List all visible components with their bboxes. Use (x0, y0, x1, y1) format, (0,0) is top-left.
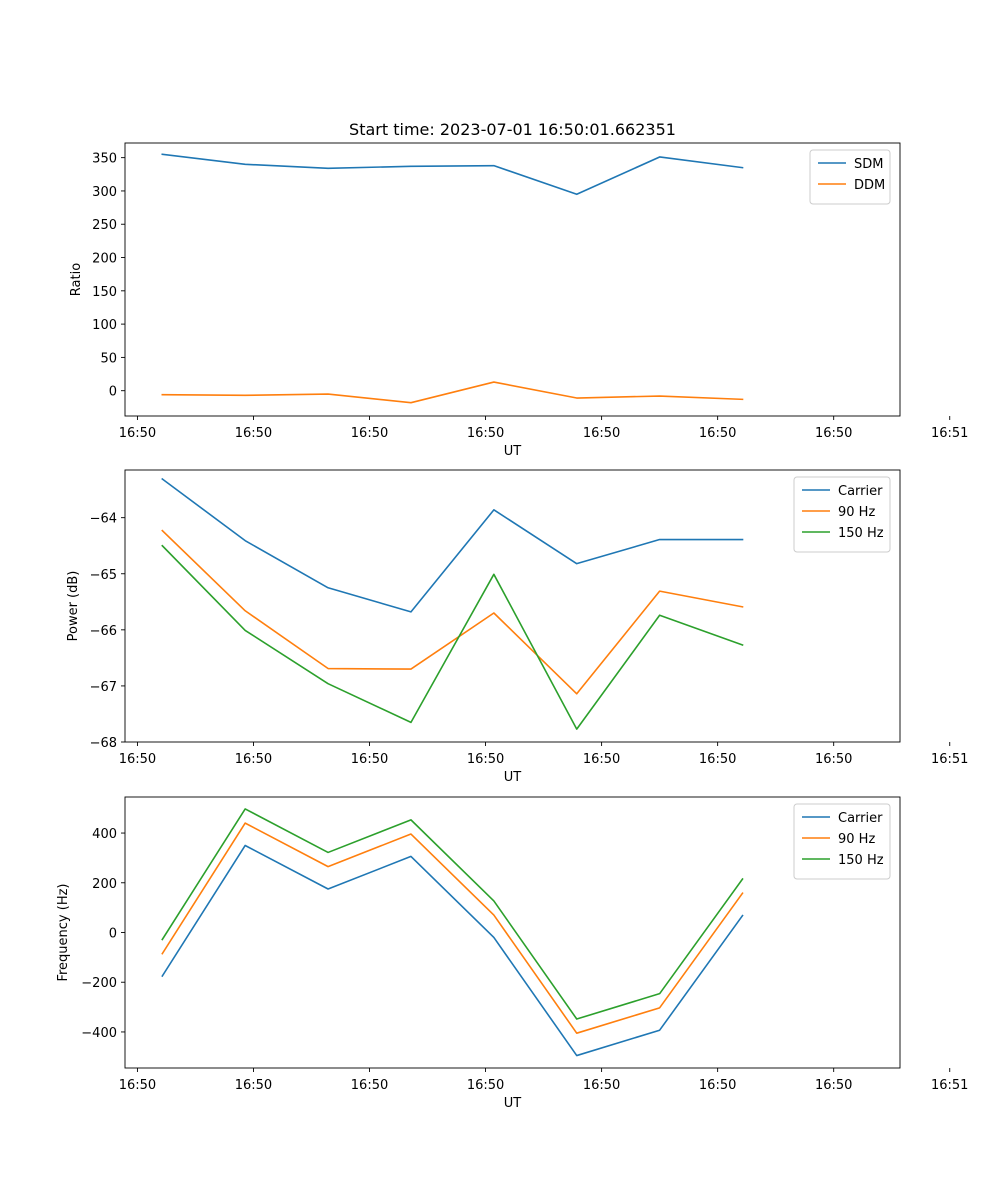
x-tick-label-2-5: 16:50 (583, 752, 620, 767)
x-tick-label-3-1: 16:50 (119, 1078, 156, 1093)
legend-box-2 (793, 476, 891, 553)
x-tick-label-3-5: 16:50 (583, 1078, 620, 1093)
y-tick-label-1-2: 50 (100, 351, 117, 366)
y-tick-label-1-5: 200 (92, 252, 117, 267)
series-line-2-3 (161, 544, 744, 730)
x-tick-label-2-3: 16:50 (351, 752, 388, 767)
axes-frame-2 (124, 469, 901, 743)
x-axis-label-2: UT (504, 770, 522, 785)
series-line-3-1 (161, 844, 744, 1057)
y-tick-label-2-2: −67 (90, 680, 117, 695)
y-tick-label-1-4: 150 (92, 285, 117, 300)
y-axis-label-3: Frequency (Hz) (56, 883, 71, 981)
series-line-3-3 (161, 808, 744, 1020)
legend-label-2-3: 150 Hz (838, 526, 884, 541)
y-tick-label-2-3: −66 (90, 624, 117, 639)
x-tick-label-1-6: 16:50 (699, 426, 736, 441)
x-tick-label-3-4: 16:50 (467, 1078, 504, 1093)
y-axis-label-1: Ratio (69, 263, 84, 296)
y-tick-label-1-7: 300 (92, 185, 117, 200)
legend-1: SDM DDM (809, 149, 891, 205)
axes-frame-1 (124, 142, 901, 417)
subplot-3: 16:50 16:50 16:50 16:50 16:50 16:50 16:50 16:51… (56, 796, 968, 1111)
y-tick-label-2-4: −65 (90, 568, 117, 583)
series-line-1-2 (161, 381, 744, 404)
x-tick-label-2-2: 16:50 (235, 752, 272, 767)
x-tick-label-2-8: 16:51 (931, 752, 968, 767)
x-tick-label-1-2: 16:50 (235, 426, 272, 441)
y-axis-label-2: Power (dB) (66, 571, 81, 642)
y-tick-label-1-3: 100 (92, 318, 117, 333)
chart-title: Start time: 2023-07-01 16:50:01.662351 (349, 120, 676, 139)
y-tick-label-2-5: −64 (90, 512, 117, 527)
legend-label-1-1: SDM (854, 157, 883, 172)
axes-frame-3 (124, 796, 901, 1069)
y-tick-label-2-1: −68 (90, 736, 117, 751)
x-tick-label-1-7: 16:50 (815, 426, 852, 441)
legend-2: Carrier 90 Hz 150 Hz (793, 476, 891, 553)
x-tick-label-2-4: 16:50 (467, 752, 504, 767)
x-tick-label-2-1: 16:50 (119, 752, 156, 767)
x-tick-label-3-3: 16:50 (351, 1078, 388, 1093)
series-line-2-1 (161, 477, 744, 613)
legend-label-2-2: 90 Hz (838, 505, 875, 520)
x-tick-label-3-2: 16:50 (235, 1078, 272, 1093)
series-line-1-1 (161, 153, 744, 196)
legend-3: Carrier 90 Hz 150 Hz (793, 803, 891, 880)
x-axis-label-3: UT (504, 1096, 522, 1111)
legend-label-3-3: 150 Hz (838, 853, 884, 868)
y-tick-label-3-2: −200 (81, 976, 117, 991)
y-tick-label-3-4: 200 (92, 877, 117, 892)
legend-label-3-1: Carrier (838, 811, 883, 826)
x-tick-label-1-4: 16:50 (467, 426, 504, 441)
subplot-1: 16:50 16:50 16:50 16:50 16:50 16:50 16:50 16:51… (69, 120, 968, 459)
legend-label-1-2: DDM (854, 178, 885, 193)
x-tick-label-2-7: 16:50 (815, 752, 852, 767)
x-tick-label-3-8: 16:51 (931, 1078, 968, 1093)
x-tick-label-1-8: 16:51 (931, 426, 968, 441)
y-tick-label-1-1: 0 (109, 385, 117, 400)
x-tick-label-1-3: 16:50 (351, 426, 388, 441)
y-tick-label-3-3: 0 (109, 927, 117, 942)
x-tick-label-1-1: 16:50 (119, 426, 156, 441)
legend-label-3-2: 90 Hz (838, 832, 875, 847)
x-tick-label-3-7: 16:50 (815, 1078, 852, 1093)
y-tick-label-3-5: 400 (92, 827, 117, 842)
x-tick-label-3-6: 16:50 (699, 1078, 736, 1093)
x-tick-label-1-5: 16:50 (583, 426, 620, 441)
y-tick-label-1-8: 350 (92, 152, 117, 167)
series-line-3-2 (161, 822, 744, 1034)
x-tick-label-2-6: 16:50 (699, 752, 736, 767)
series-line-2-2 (161, 529, 744, 695)
y-tick-label-1-6: 250 (92, 218, 117, 233)
legend-label-2-1: Carrier (838, 484, 883, 499)
y-tick-label-3-1: −400 (81, 1026, 117, 1041)
legend-box-3 (793, 803, 891, 880)
subplot-2: 16:50 16:50 16:50 16:50 16:50 16:50 16:50 16:51… (66, 469, 968, 785)
x-axis-label-1: UT (504, 444, 522, 459)
